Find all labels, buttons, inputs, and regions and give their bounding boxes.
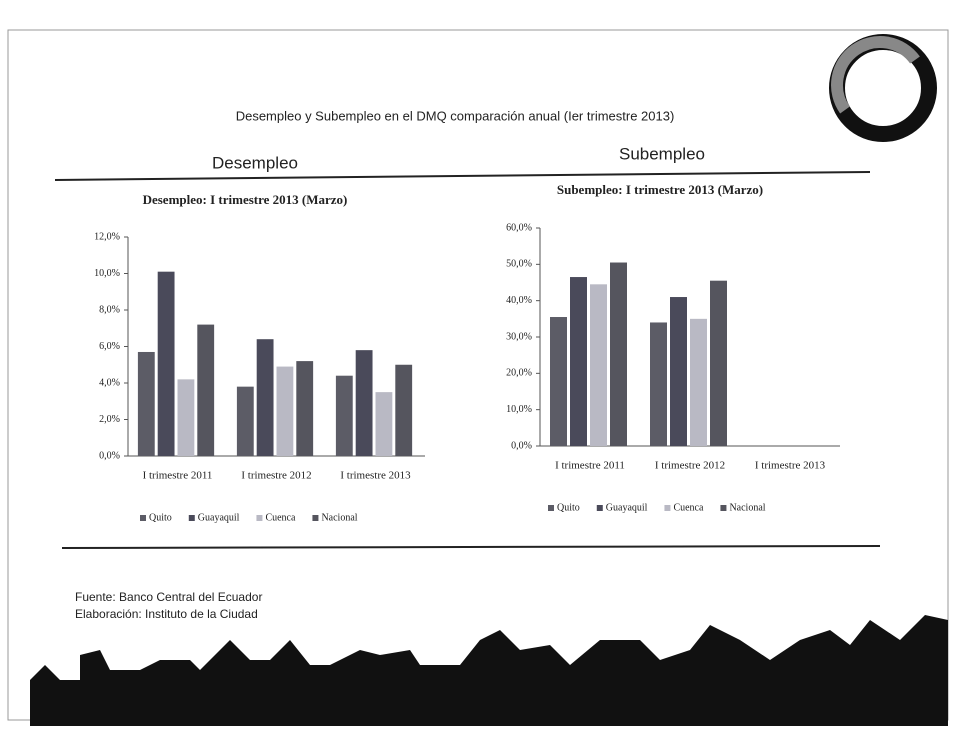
bar xyxy=(375,392,393,456)
bar xyxy=(236,386,254,456)
y-tick-label: 8,0% xyxy=(99,304,120,315)
section-title: Subempleo xyxy=(619,144,705,163)
y-tick-label: 2,0% xyxy=(99,414,120,425)
bar xyxy=(650,322,667,446)
x-tick-label: I trimestre 2011 xyxy=(555,460,625,472)
bar xyxy=(137,351,155,456)
x-tick-label: I trimestre 2012 xyxy=(655,460,725,472)
source-text: Elaboración: Instituto de la Ciudad xyxy=(75,607,258,621)
y-tick-label: 60,0% xyxy=(506,222,532,233)
chart-title: Desempleo: I trimestre 2013 (Marzo) xyxy=(143,192,348,207)
legend-label: Cuenca xyxy=(265,512,296,523)
legend-label: Cuenca xyxy=(673,502,704,513)
x-tick-label: I trimestre 2012 xyxy=(241,470,311,482)
legend-swatch xyxy=(548,505,554,511)
bar xyxy=(157,271,175,456)
divider xyxy=(54,171,871,181)
y-tick-label: 20,0% xyxy=(506,368,532,379)
legend-swatch xyxy=(596,505,603,511)
bar xyxy=(256,339,274,456)
slide-title: Desempleo y Subempleo en el DMQ comparac… xyxy=(236,108,675,123)
y-tick-label: 10,0% xyxy=(94,268,120,279)
bar xyxy=(355,350,373,456)
y-tick-label: 30,0% xyxy=(506,331,532,342)
x-tick-label: I trimestre 2013 xyxy=(340,470,411,482)
x-tick-label: I trimestre 2011 xyxy=(143,470,213,482)
legend-swatch xyxy=(312,515,319,521)
x-tick-label: I trimestre 2013 xyxy=(755,460,826,472)
legend-label: Quito xyxy=(149,512,172,523)
legend-label: Guayaquil xyxy=(606,502,648,513)
legend-swatch xyxy=(664,505,671,511)
bar xyxy=(296,361,314,456)
source-text: Fuente: Banco Central del Ecuador xyxy=(75,590,262,604)
bar xyxy=(570,277,587,446)
y-tick-label: 50,0% xyxy=(506,259,532,270)
chart-title: Subempleo: I trimestre 2013 (Marzo) xyxy=(557,182,763,197)
bar xyxy=(197,324,215,456)
bar xyxy=(177,379,195,456)
y-tick-label: 0,0% xyxy=(511,440,532,451)
bar xyxy=(710,280,727,446)
bar xyxy=(395,364,413,456)
legend-swatch xyxy=(256,515,263,521)
divider xyxy=(61,545,881,549)
y-tick-label: 4,0% xyxy=(99,377,120,388)
legend-label: Quito xyxy=(557,502,580,513)
bar xyxy=(690,318,707,446)
bar xyxy=(550,317,567,446)
section-title: Desempleo xyxy=(212,153,298,172)
y-tick-label: 0,0% xyxy=(99,450,120,461)
y-tick-label: 12,0% xyxy=(94,231,120,242)
logo xyxy=(829,34,937,142)
legend-label: Nacional xyxy=(729,502,765,513)
bar xyxy=(670,297,687,446)
y-tick-label: 10,0% xyxy=(506,404,532,415)
y-tick-label: 6,0% xyxy=(99,341,120,352)
bar xyxy=(335,375,353,456)
bar xyxy=(276,366,294,456)
bar xyxy=(610,262,627,446)
legend-label: Guayaquil xyxy=(198,512,240,523)
legend-swatch xyxy=(720,505,727,511)
legend-label: Nacional xyxy=(321,512,357,523)
y-tick-label: 40,0% xyxy=(506,295,532,306)
skyline xyxy=(30,615,948,726)
legend-swatch xyxy=(188,515,195,521)
legend-swatch xyxy=(140,515,146,521)
bar xyxy=(590,284,607,446)
